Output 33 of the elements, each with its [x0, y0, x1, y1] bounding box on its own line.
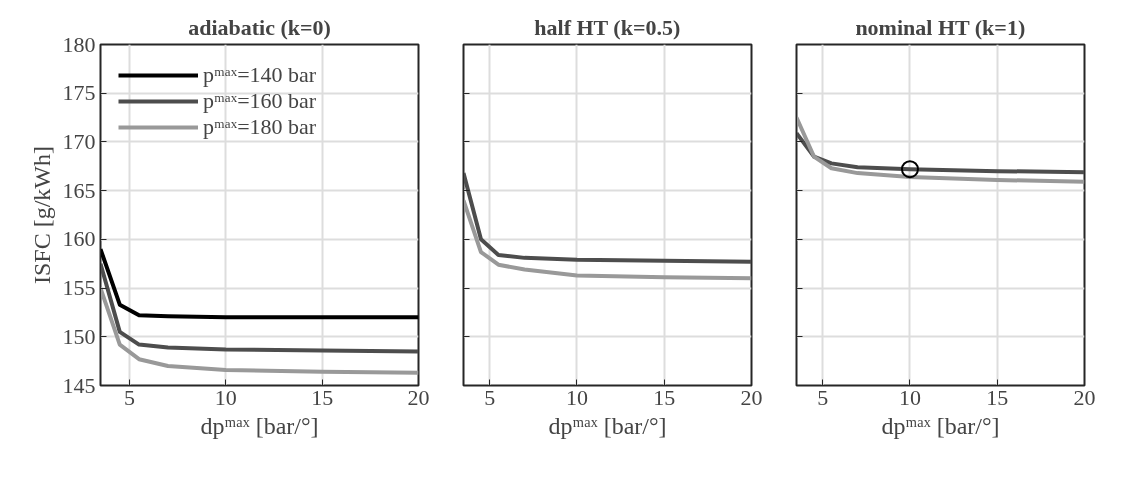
legend-label: pᵐᵃˣ=140 bar	[203, 62, 317, 88]
line-series	[100, 261, 419, 354]
chart-title: nominal HT (k=1)	[855, 14, 1026, 40]
y-tick-label: 180	[62, 31, 96, 57]
x-tick-label: 10	[565, 384, 588, 410]
x-tick-label: 5	[123, 384, 135, 410]
line-series	[100, 286, 419, 375]
x-tick-label: 20	[407, 384, 430, 410]
x-tick-label: 15	[653, 384, 676, 410]
legend-label: pᵐᵃˣ=180 bar	[203, 114, 317, 140]
x-tick-label: 15	[986, 384, 1009, 410]
chart-title: half HT (k=0.5)	[534, 14, 681, 40]
x-tick-label: 5	[817, 384, 829, 410]
x-tick-label: 15	[311, 384, 334, 410]
x-tick-label: 10	[214, 384, 237, 410]
y-tick-label: 175	[62, 80, 96, 106]
line-series	[100, 247, 419, 320]
chart-title: adiabatic (k=0)	[188, 14, 331, 40]
x-axis-title: dpᵐᵃˣ [bar/°]	[200, 412, 319, 439]
y-tick-label: 165	[62, 177, 96, 203]
y-tick-label: 170	[62, 128, 96, 154]
x-tick-label: 5	[484, 384, 496, 410]
x-tick-label: 10	[898, 384, 921, 410]
y-tick-label: 150	[62, 323, 96, 349]
y-tick-label: 160	[62, 226, 96, 252]
y-tick-label: 155	[62, 275, 96, 301]
y-axis-title: ISFC [g/kWh]	[28, 146, 55, 284]
legend-label: pᵐᵃˣ=160 bar	[203, 88, 317, 114]
x-axis-title: dpᵐᵃˣ [bar/°]	[548, 412, 667, 439]
x-tick-label: 20	[740, 384, 763, 410]
x-tick-label: 20	[1073, 384, 1096, 410]
x-axis-title: dpᵐᵃˣ [bar/°]	[881, 412, 1000, 439]
y-tick-label: 145	[62, 372, 96, 398]
